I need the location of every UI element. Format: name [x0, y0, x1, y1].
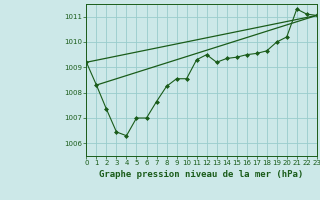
X-axis label: Graphe pression niveau de la mer (hPa): Graphe pression niveau de la mer (hPa): [100, 170, 304, 179]
